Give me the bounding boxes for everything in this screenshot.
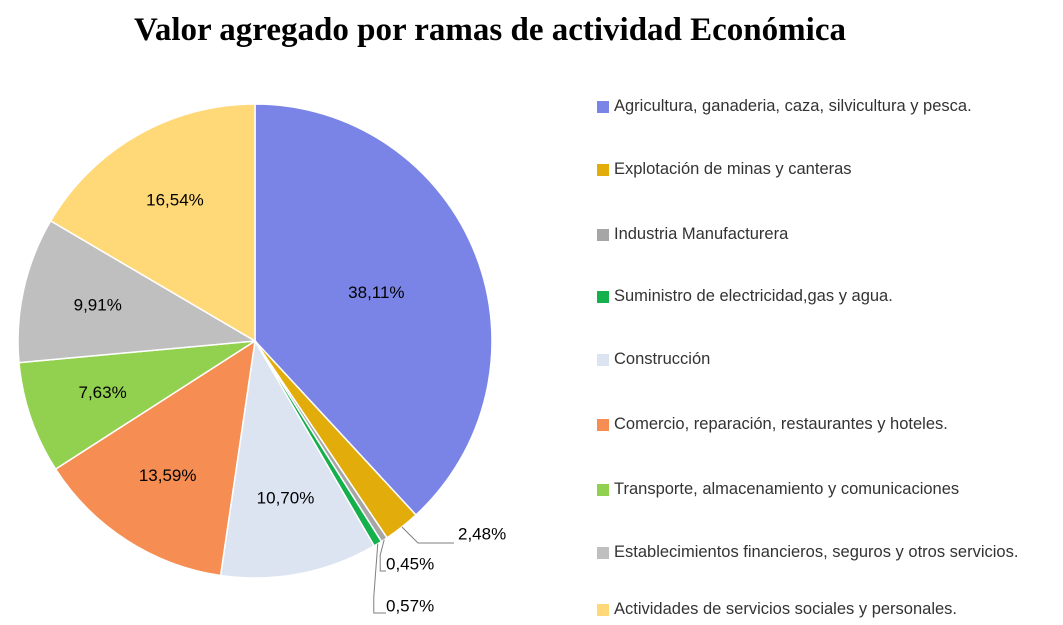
legend-swatch xyxy=(597,484,609,496)
legend-swatch xyxy=(597,291,609,303)
data-label: 10,70% xyxy=(257,489,315,508)
leader-line xyxy=(401,526,454,544)
data-label: 0,45% xyxy=(386,554,434,573)
legend-item: Transporte, almacenamiento y comunicacio… xyxy=(597,478,1059,501)
legend-label: Agricultura, ganaderia, caza, silvicultu… xyxy=(614,97,972,115)
legend-item: Agricultura, ganaderia, caza, silvicultu… xyxy=(597,95,1059,118)
data-label: 38,11% xyxy=(348,283,404,302)
pie-slice xyxy=(17,219,258,364)
legend-label: Industria Manufacturera xyxy=(614,225,789,243)
legend-swatch xyxy=(597,164,609,176)
legend-item: Industria Manufacturera xyxy=(597,223,1059,246)
legend-item: Construcción xyxy=(597,348,1059,371)
legend-swatch xyxy=(597,419,609,431)
legend-label: Construcción xyxy=(614,350,711,368)
pie-slice xyxy=(54,339,256,577)
legend-swatch xyxy=(597,354,609,366)
legend-label: Actividades de servicios sociales y pers… xyxy=(614,600,957,618)
data-label: 2,48% xyxy=(458,524,506,543)
legend-label: Explotación de minas y canteras xyxy=(614,160,852,178)
legend-label: Establecimientos financieros, seguros y … xyxy=(614,543,1019,561)
legend-item: Explotación de minas y canteras xyxy=(597,158,1059,181)
pie-slice xyxy=(219,338,376,579)
pie-slice xyxy=(254,103,493,517)
legend-item: Actividades de servicios sociales y pers… xyxy=(597,598,1059,621)
data-label: 13,59% xyxy=(139,466,197,485)
legend-item: Comercio, reparación, restaurantes y hot… xyxy=(597,413,1059,436)
legend-item: Establecimientos financieros, seguros y … xyxy=(597,541,1059,564)
legend-swatch xyxy=(597,547,609,559)
leader-line xyxy=(373,543,386,614)
leader-line xyxy=(379,539,386,572)
pie-slice xyxy=(49,103,256,343)
data-label: 0,57% xyxy=(386,596,434,615)
legend-swatch xyxy=(597,229,609,241)
legend-swatch xyxy=(597,101,609,113)
legend-label: Transporte, almacenamiento y comunicacio… xyxy=(614,480,960,498)
legend-item: Suministro de electricidad,gas y agua. xyxy=(597,285,1059,308)
data-label: 7,63% xyxy=(78,383,126,402)
pie-slice xyxy=(18,340,256,471)
chart-title: Valor agregado por ramas de actividad Ec… xyxy=(134,12,846,48)
data-label: 16,54% xyxy=(146,191,204,210)
legend-swatch xyxy=(597,604,609,616)
legend-label: Comercio, reparación, restaurantes y hot… xyxy=(614,415,948,433)
data-label: 9,91% xyxy=(74,295,122,314)
legend-label: Suministro de electricidad,gas y agua. xyxy=(614,287,893,305)
